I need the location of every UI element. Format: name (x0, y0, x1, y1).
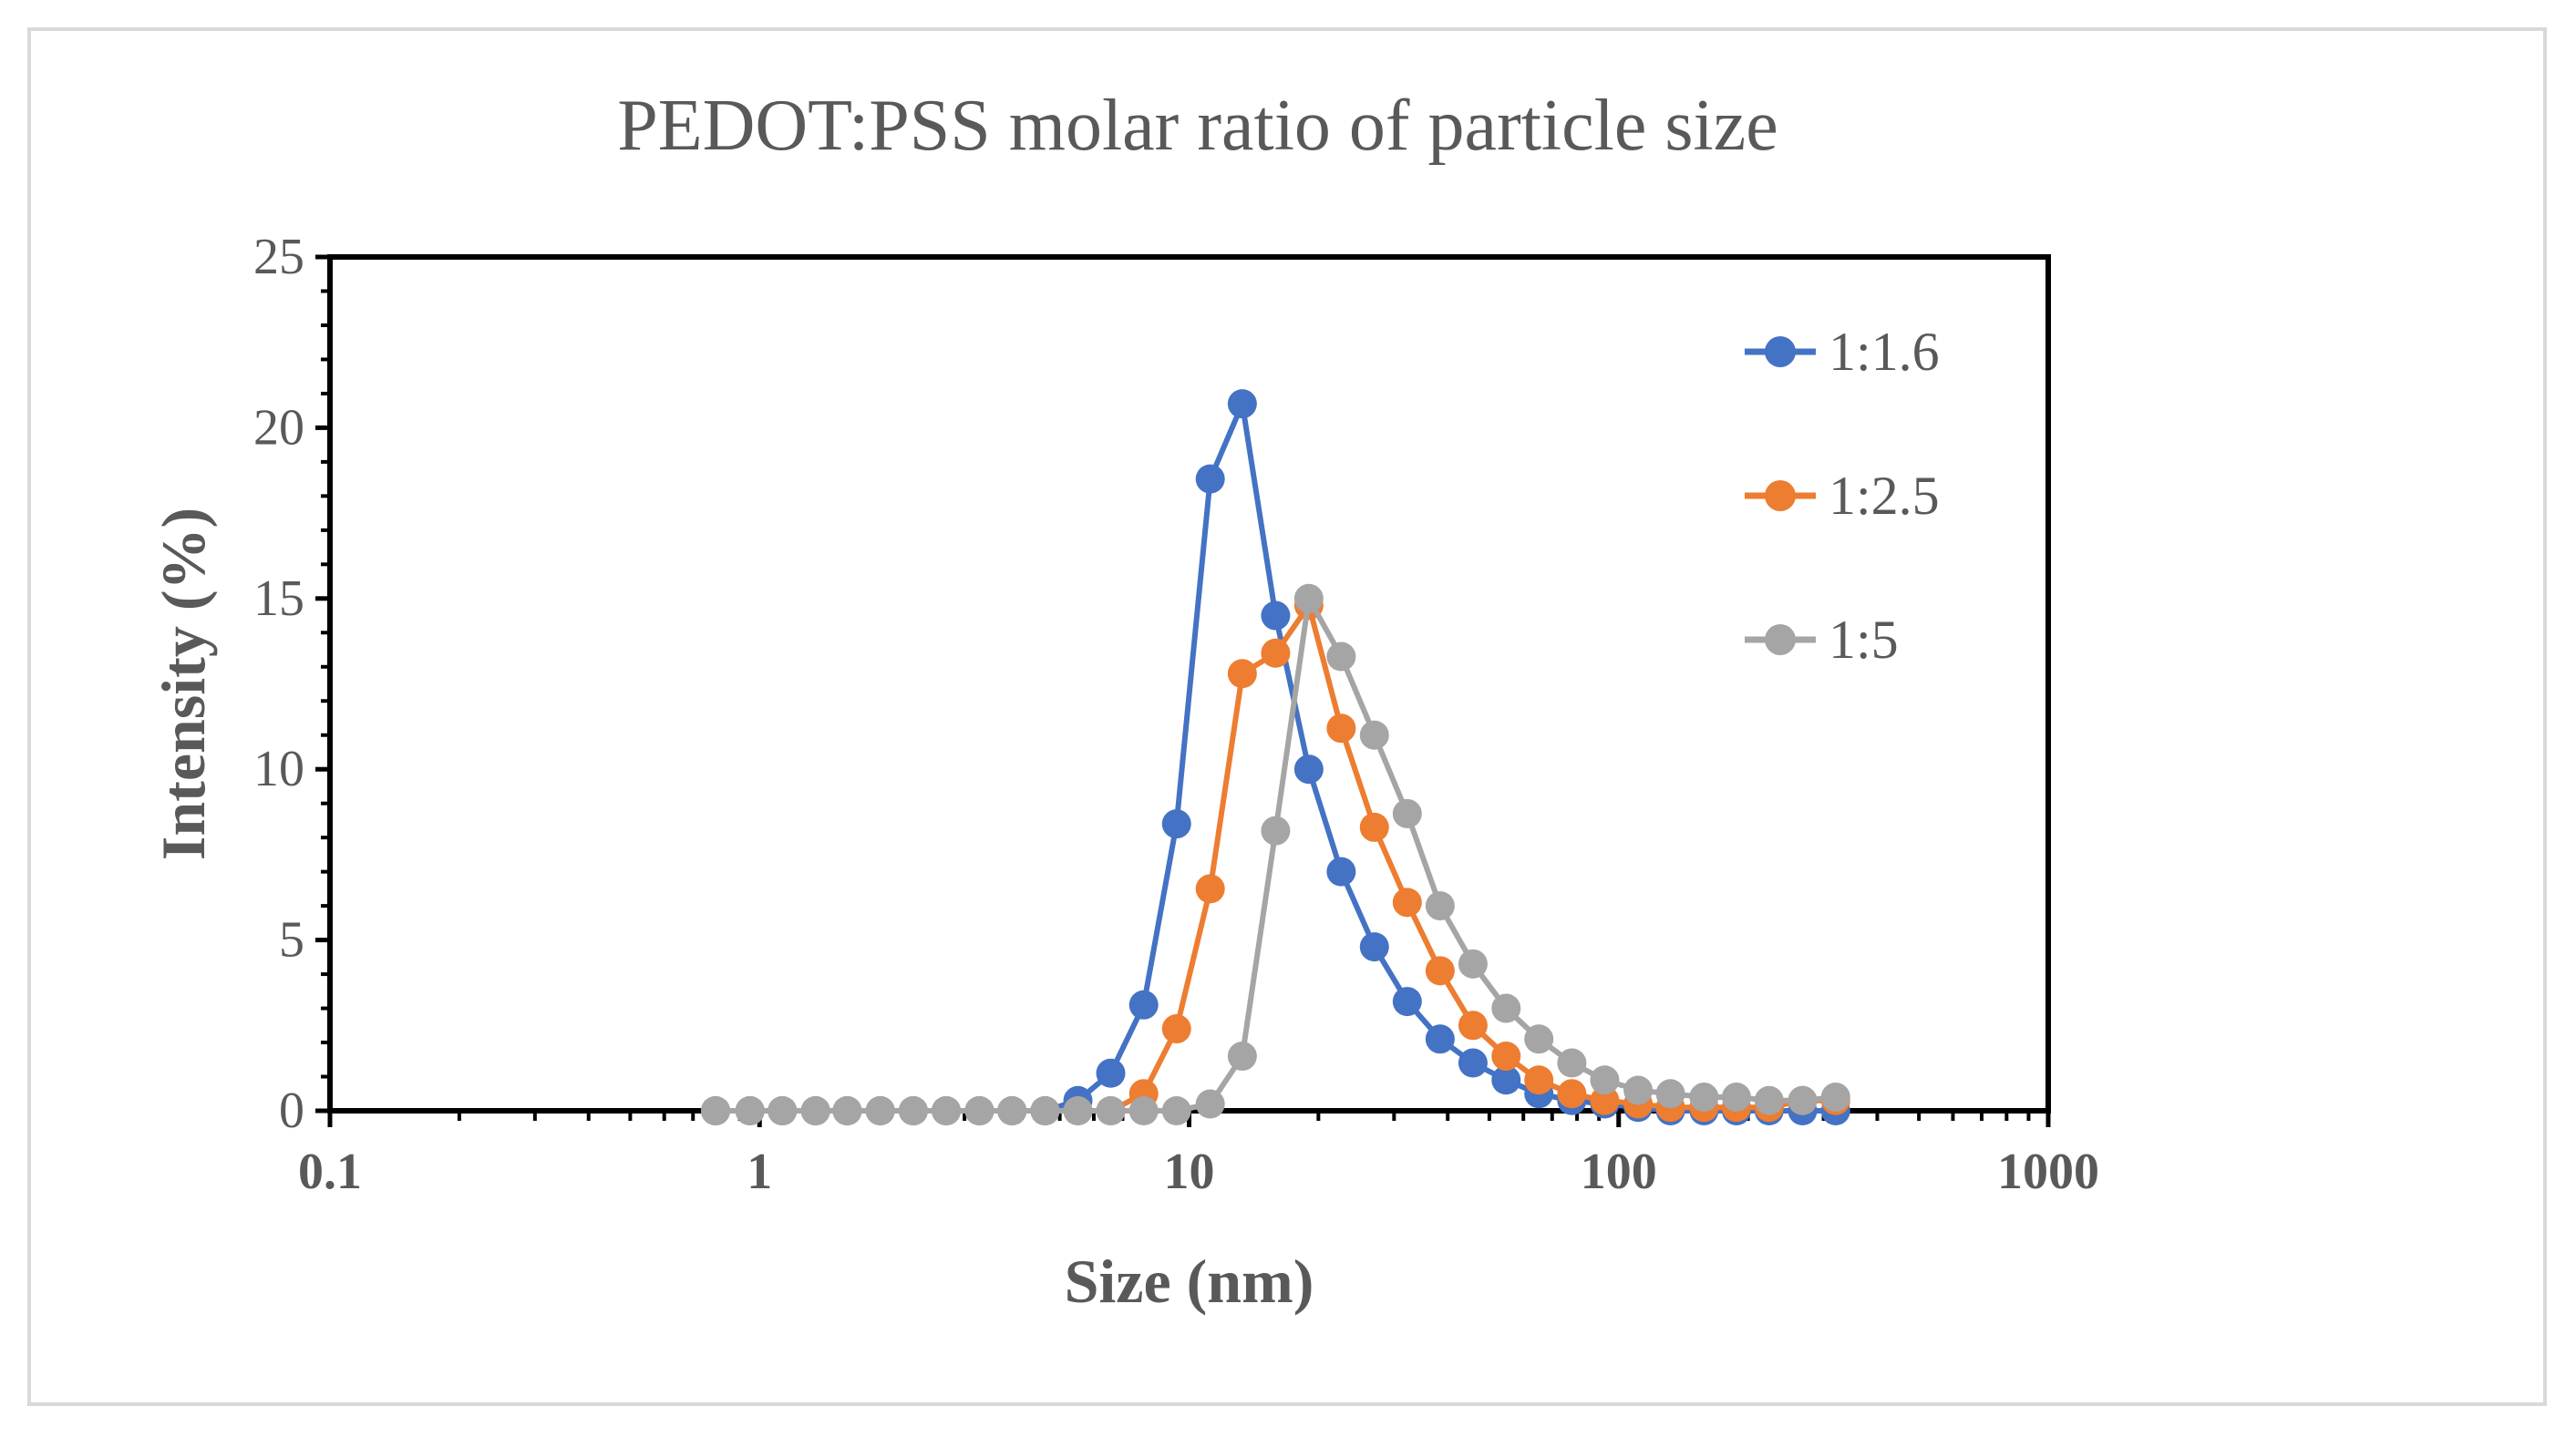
data-point (1293, 754, 1324, 785)
series-1:1.6 (701, 389, 1850, 1125)
data-point (1655, 1079, 1685, 1109)
data-point (1491, 993, 1521, 1023)
data-point (1491, 1042, 1521, 1072)
data-point (1261, 600, 1291, 631)
data-point (1524, 1024, 1554, 1054)
y-tick-label: 20 (253, 399, 304, 456)
data-point (1359, 932, 1389, 962)
series-line (716, 595, 1837, 1114)
x-tick-label: 100 (1581, 1144, 1657, 1200)
chart-svg: PEDOT:PSS molar ratio of particle size I… (149, 86, 2099, 1316)
data-point (1524, 1065, 1554, 1095)
data-point (1557, 1079, 1587, 1109)
data-point (1392, 798, 1422, 828)
data-point (1326, 713, 1356, 744)
data-point (1458, 949, 1488, 979)
data-point (1590, 1065, 1620, 1095)
x-tick-label: 1 (747, 1144, 772, 1200)
data-point (1063, 1096, 1093, 1125)
legend-label: 1:1.6 (1829, 322, 1940, 382)
legend-item: 1:1.6 (1745, 322, 1940, 382)
chart-frame: PEDOT:PSS molar ratio of particle size I… (27, 27, 2547, 1406)
data-point (1557, 1048, 1587, 1078)
data-point (1293, 583, 1324, 613)
series-line (716, 602, 1836, 1114)
series-line (716, 401, 1836, 1114)
data-point (1261, 816, 1291, 846)
data-point (800, 1096, 830, 1125)
data-point (1128, 990, 1159, 1020)
data-point (1096, 1058, 1126, 1088)
data-point (832, 1096, 862, 1125)
data-point (1590, 1085, 1620, 1115)
data-point (1788, 1085, 1818, 1115)
data-point (1623, 1075, 1654, 1105)
data-point (701, 1096, 731, 1125)
series-1:5 (701, 583, 1850, 1125)
data-point (1161, 809, 1191, 839)
data-point (1359, 812, 1389, 842)
y-tick-label: 5 (279, 912, 304, 969)
data-point (1392, 888, 1422, 918)
data-point (1689, 1083, 1719, 1113)
data-point (1227, 389, 1257, 419)
y-tick-label: 15 (253, 570, 304, 627)
legend-item: 1:2.5 (1745, 466, 1940, 526)
data-point (1195, 874, 1225, 904)
chart-title: PEDOT:PSS molar ratio of particle size (617, 86, 1778, 166)
y-tick-label: 0 (279, 1083, 304, 1139)
data-point (1326, 857, 1356, 887)
data-point (768, 1096, 798, 1125)
data-point (1425, 1024, 1455, 1054)
axes: 0 5 10 15 20 25 0.1 1 10 100 1000 (253, 229, 2099, 1200)
data-point (1392, 987, 1422, 1017)
data-point (1261, 638, 1291, 668)
data-point (898, 1096, 928, 1125)
data-point (997, 1096, 1027, 1125)
data-point (1096, 1096, 1126, 1125)
data-point (1458, 1011, 1488, 1041)
data-point (1195, 464, 1225, 494)
data-point (1458, 1048, 1488, 1078)
x-tick-label: 1000 (1997, 1144, 2099, 1200)
data-point (1425, 956, 1455, 986)
series-group (701, 389, 1850, 1125)
series-1:2.5 (701, 590, 1850, 1125)
y-axis-label: Intensity (%) (149, 508, 218, 860)
data-point (1128, 1096, 1159, 1125)
legend-marker (1765, 480, 1796, 511)
legend-marker (1765, 624, 1796, 655)
data-point (932, 1096, 962, 1125)
data-point (1227, 1042, 1257, 1072)
data-point (1227, 659, 1257, 689)
data-point (964, 1096, 994, 1125)
legend-label: 1:5 (1829, 610, 1899, 670)
data-point (1161, 1014, 1191, 1044)
x-tick-label: 0.1 (298, 1144, 362, 1200)
data-point (1359, 720, 1389, 750)
legend-item: 1:5 (1745, 610, 1899, 670)
data-point (1754, 1085, 1784, 1115)
data-point (1491, 1065, 1521, 1095)
data-point (1820, 1083, 1850, 1113)
data-point (1030, 1096, 1060, 1125)
y-tick-label: 10 (253, 741, 304, 797)
legend-label: 1:2.5 (1829, 466, 1940, 526)
data-point (1326, 642, 1356, 672)
legend-marker (1765, 336, 1796, 367)
data-point (1721, 1083, 1751, 1113)
data-point (865, 1096, 895, 1125)
x-axis-label: Size (nm) (1065, 1247, 1314, 1316)
data-point (735, 1096, 765, 1125)
data-point (1161, 1096, 1191, 1125)
x-tick-label: 10 (1164, 1144, 1215, 1200)
y-tick-label: 25 (253, 229, 304, 285)
data-point (1195, 1089, 1225, 1119)
legend: 1:1.6 1:2.5 1:5 (1745, 322, 1940, 670)
data-point (1425, 891, 1455, 921)
